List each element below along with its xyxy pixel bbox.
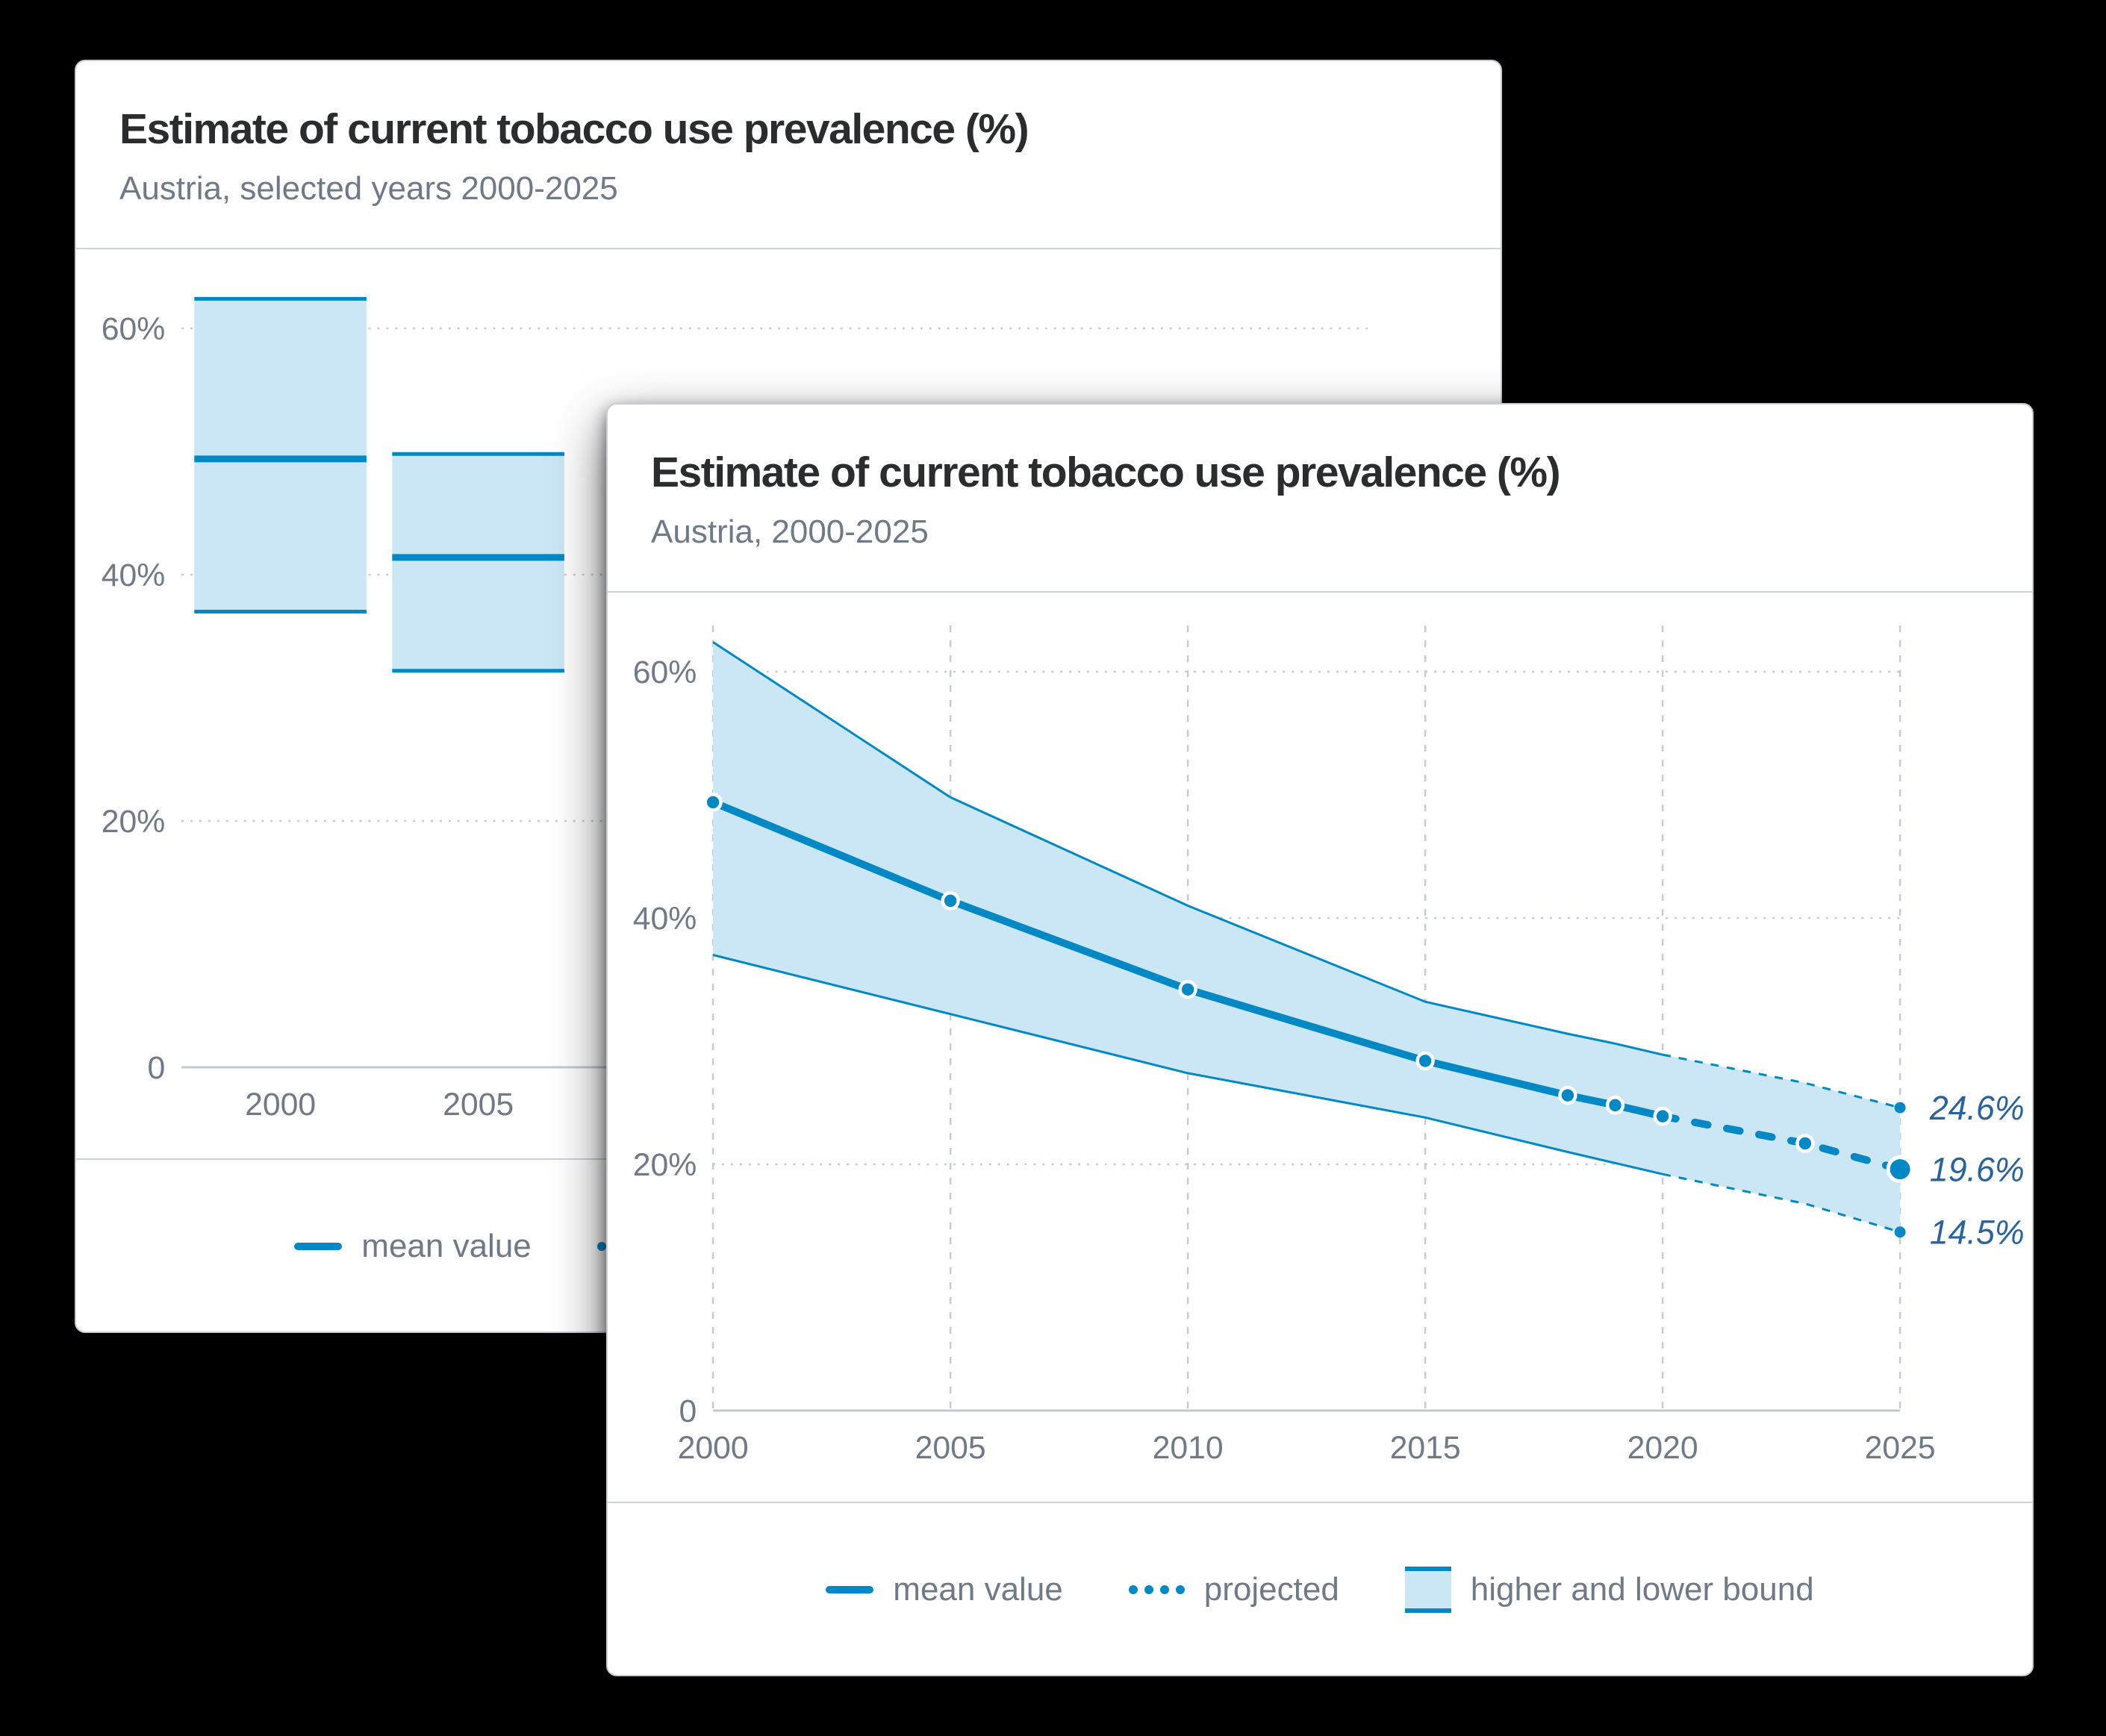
value-annotation: 24.6%	[1929, 1089, 2025, 1127]
tobacco-trend-line-card: Estimate of current tobacco use prevalen…	[606, 403, 2034, 1676]
legend-item-projected[interactable]: projected	[1128, 1571, 1339, 1608]
x-tick-label: 2015	[1390, 1430, 1461, 1466]
range-bar[interactable]	[392, 454, 564, 671]
upper-bound-end-dot	[1894, 1102, 1906, 1114]
y-tick-label: 20%	[633, 1147, 697, 1183]
data-point-marker[interactable]	[1605, 1096, 1625, 1115]
card-subtitle: Austria, 2000-2025	[651, 513, 929, 550]
card-header: Estimate of current tobacco use prevalen…	[608, 449, 2032, 551]
solid-line-swatch-icon	[294, 1243, 343, 1250]
x-tick-label: 2000	[245, 1087, 316, 1123]
card-title: Estimate of current tobacco use prevalen…	[651, 449, 1561, 496]
value-annotation: 19.6%	[1930, 1150, 2025, 1188]
x-tick-label: 2005	[443, 1087, 514, 1123]
legend-item-higher-and-lower-bound[interactable]: higher and lower bound	[1404, 1567, 1814, 1613]
x-tick-label: 2010	[1153, 1430, 1224, 1466]
legend-label: mean value	[893, 1571, 1063, 1608]
card-subtitle: Austria, selected years 2000-2025	[119, 169, 618, 207]
header-divider	[608, 591, 2032, 593]
data-point-marker[interactable]	[1886, 1155, 1914, 1184]
upper-bound-line	[712, 641, 1663, 1056]
dotted-line-swatch-icon	[1128, 1585, 1185, 1594]
data-point-marker[interactable]	[1415, 1051, 1435, 1071]
x-tick-label: 2000	[678, 1430, 749, 1466]
data-point-marker[interactable]	[1178, 979, 1197, 999]
data-point-marker[interactable]	[1653, 1106, 1672, 1126]
y-tick-label: 60%	[633, 655, 697, 690]
x-tick-label: 2025	[1865, 1430, 1936, 1466]
y-tick-label: 60%	[102, 311, 166, 347]
value-annotation: 14.5%	[1930, 1214, 2025, 1252]
header-divider	[76, 248, 1501, 249]
confidence-band	[713, 642, 1901, 1232]
y-tick-label: 20%	[102, 804, 166, 840]
y-tick-label: 40%	[102, 558, 166, 593]
data-point-marker[interactable]	[941, 891, 960, 911]
data-point-marker[interactable]	[1795, 1134, 1815, 1153]
legend-item-mean-value[interactable]: mean value	[826, 1571, 1063, 1608]
x-tick-label: 2005	[915, 1430, 986, 1466]
x-tick-label: 2020	[1627, 1430, 1698, 1466]
solid-line-swatch-icon	[826, 1586, 874, 1593]
legend-divider	[608, 1502, 2032, 1503]
y-tick-label: 0	[147, 1050, 165, 1086]
legend-label: mean value	[361, 1228, 532, 1264]
range-bar[interactable]	[194, 299, 367, 612]
lower-bound-end-dot	[1894, 1226, 1906, 1238]
y-tick-label: 0	[679, 1393, 697, 1429]
data-point-marker[interactable]	[1558, 1085, 1577, 1105]
lower-bound-line	[712, 954, 1663, 1175]
legend-item-mean-value[interactable]: mean value	[294, 1228, 532, 1265]
data-point-marker[interactable]	[703, 793, 723, 812]
y-tick-label: 40%	[633, 901, 697, 937]
card-title: Estimate of current tobacco use prevalen…	[119, 105, 1029, 153]
band-swatch-icon	[1404, 1567, 1451, 1613]
chart-legend: mean value projected higher and lower boun…	[608, 1503, 2032, 1676]
legend-label: projected	[1203, 1571, 1339, 1608]
legend-label: higher and lower bound	[1470, 1571, 1814, 1608]
card-header: Estimate of current tobacco use prevalen…	[76, 107, 1501, 207]
